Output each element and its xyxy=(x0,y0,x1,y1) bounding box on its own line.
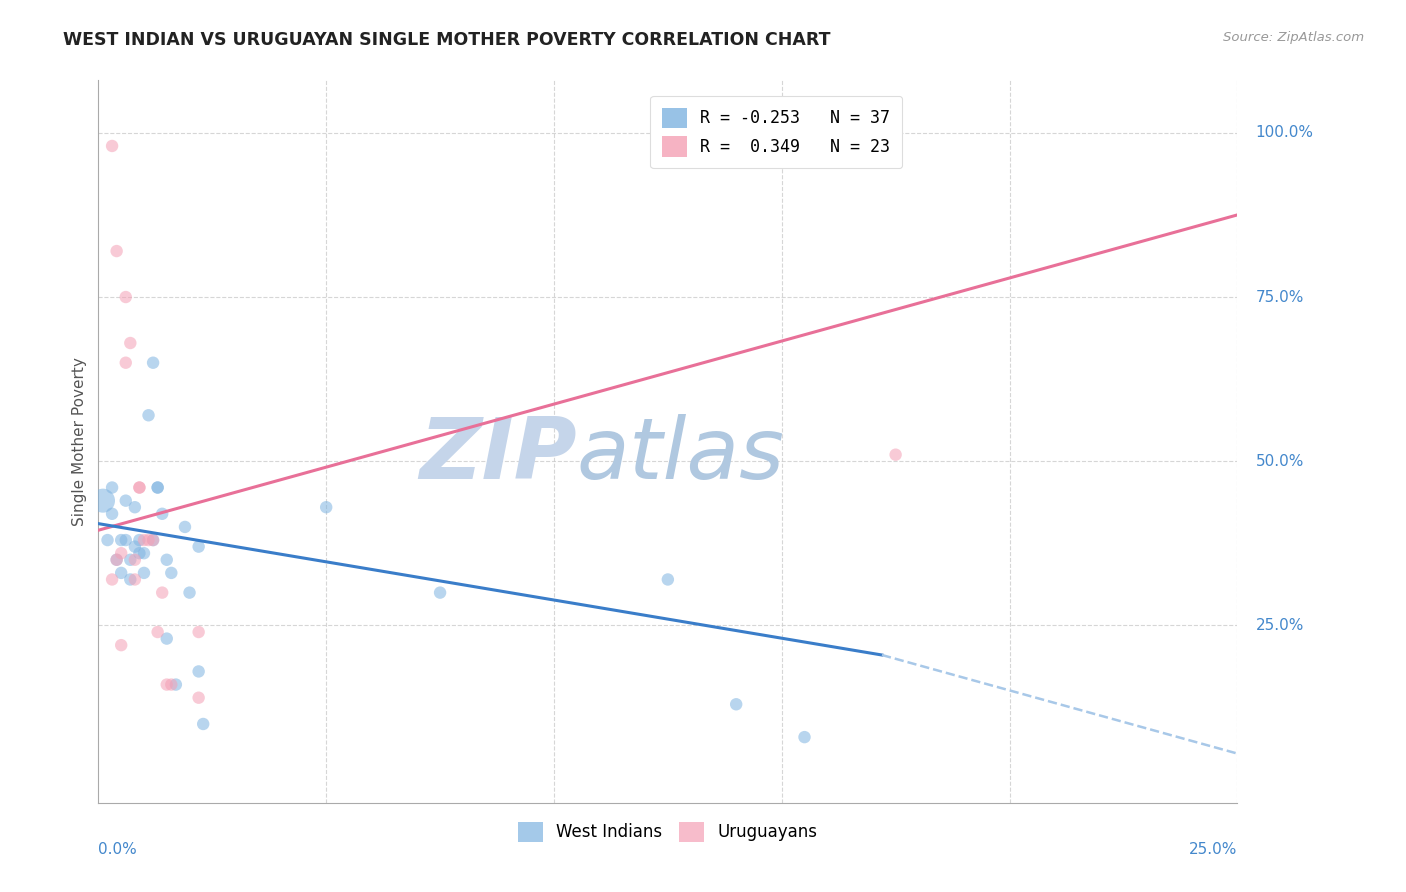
Point xyxy=(793,730,815,744)
Point xyxy=(429,585,451,599)
Point xyxy=(193,717,215,731)
Point xyxy=(160,566,183,580)
Point xyxy=(110,638,132,652)
Point xyxy=(128,533,150,547)
Text: Source: ZipAtlas.com: Source: ZipAtlas.com xyxy=(1223,31,1364,45)
Point xyxy=(101,139,124,153)
Point xyxy=(187,625,209,640)
Legend: West Indians, Uruguayans: West Indians, Uruguayans xyxy=(512,815,824,848)
Text: 100.0%: 100.0% xyxy=(1256,126,1313,140)
Point xyxy=(187,540,209,554)
Text: 25.0%: 25.0% xyxy=(1189,842,1237,857)
Point xyxy=(124,500,146,515)
Point xyxy=(132,566,155,580)
Point xyxy=(146,625,169,640)
Point xyxy=(128,546,150,560)
Point xyxy=(128,481,150,495)
Point xyxy=(187,690,209,705)
Point xyxy=(114,533,136,547)
Point xyxy=(146,481,169,495)
Point xyxy=(156,677,179,691)
Text: ZIP: ZIP xyxy=(419,415,576,498)
Point xyxy=(132,546,155,560)
Point xyxy=(315,500,337,515)
Point xyxy=(142,533,165,547)
Point xyxy=(150,585,173,599)
Point xyxy=(187,665,209,679)
Point xyxy=(101,573,124,587)
Point xyxy=(124,553,146,567)
Text: 75.0%: 75.0% xyxy=(1256,290,1303,304)
Point xyxy=(156,553,179,567)
Point xyxy=(105,244,128,258)
Point xyxy=(110,566,132,580)
Point xyxy=(132,533,155,547)
Point xyxy=(101,507,124,521)
Point xyxy=(138,533,160,547)
Point xyxy=(101,481,124,495)
Point xyxy=(146,481,169,495)
Point xyxy=(884,448,907,462)
Point xyxy=(114,493,136,508)
Point xyxy=(725,698,748,712)
Y-axis label: Single Mother Poverty: Single Mother Poverty xyxy=(72,357,87,526)
Point xyxy=(105,553,128,567)
Point xyxy=(96,533,118,547)
Point xyxy=(124,540,146,554)
Text: WEST INDIAN VS URUGUAYAN SINGLE MOTHER POVERTY CORRELATION CHART: WEST INDIAN VS URUGUAYAN SINGLE MOTHER P… xyxy=(63,31,831,49)
Point xyxy=(142,533,165,547)
Point xyxy=(142,356,165,370)
Point xyxy=(657,573,679,587)
Point xyxy=(165,677,187,691)
Point xyxy=(150,507,173,521)
Point xyxy=(160,677,183,691)
Point xyxy=(120,573,142,587)
Point xyxy=(114,290,136,304)
Text: atlas: atlas xyxy=(576,415,785,498)
Text: 50.0%: 50.0% xyxy=(1256,454,1303,468)
Point xyxy=(120,336,142,351)
Point xyxy=(138,409,160,423)
Text: 0.0%: 0.0% xyxy=(98,842,138,857)
Point xyxy=(120,553,142,567)
Point xyxy=(91,493,114,508)
Point xyxy=(128,481,150,495)
Point xyxy=(174,520,197,534)
Point xyxy=(156,632,179,646)
Point xyxy=(110,546,132,560)
Text: 25.0%: 25.0% xyxy=(1256,618,1303,633)
Point xyxy=(105,553,128,567)
Point xyxy=(110,533,132,547)
Point xyxy=(179,585,201,599)
Point xyxy=(114,356,136,370)
Point xyxy=(124,573,146,587)
